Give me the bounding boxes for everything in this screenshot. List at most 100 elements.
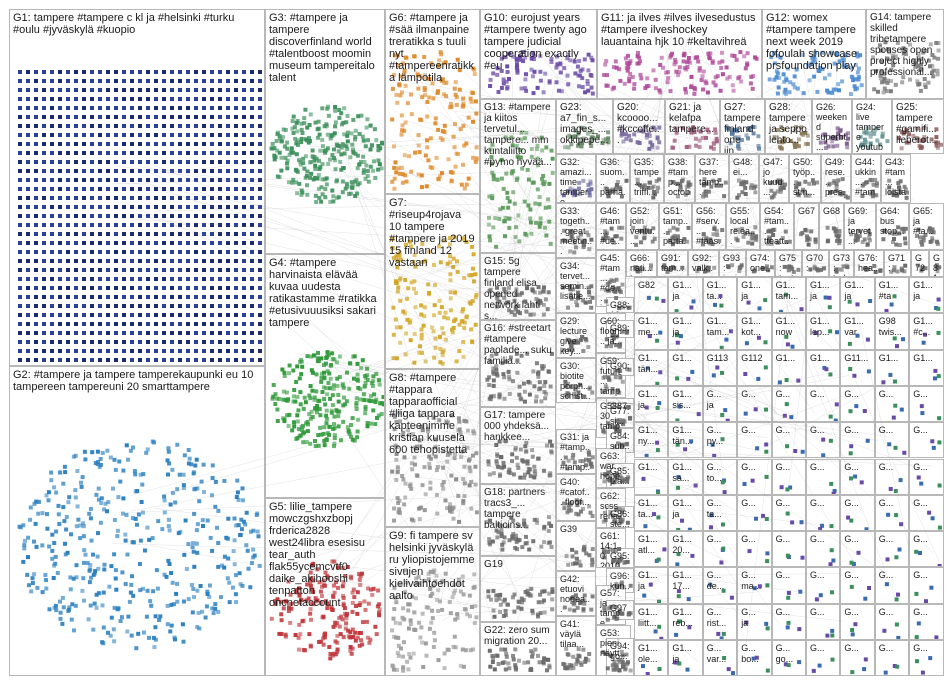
grid-group-nodes <box>677 589 692 602</box>
grid-group-label: G... <box>844 643 859 653</box>
grid-group: G... rist... <box>702 603 738 640</box>
grid-group-text: ta... <box>706 508 722 519</box>
group-label: G14: tampere skilled tribetampere spouse… <box>870 12 936 78</box>
group-nodes <box>561 498 595 518</box>
grid-group: G... <box>874 531 910 568</box>
grid-group: G... <box>806 422 841 459</box>
grid-group-label: G... <box>810 388 825 399</box>
grid-group-nodes <box>891 403 904 420</box>
group-label: G4: #tampere harvinaista elävää kuvaa uu… <box>269 257 380 329</box>
grid-group-label: G... <box>775 570 791 581</box>
grid-group-nodes <box>846 515 869 531</box>
grid-group-nodes <box>716 631 726 639</box>
group-label: G26: weekend superbt... new... <box>816 102 848 153</box>
grid-group-nodes <box>821 437 833 458</box>
group-label: G51: tamp... parta... <box>663 206 689 249</box>
grid-group-label: G1... <box>844 316 864 327</box>
group-label: G9: fi tampere sv helsinki jyväskylä ru … <box>389 530 478 602</box>
group-g88: G88: 10... <box>606 297 634 313</box>
grid-group-nodes <box>742 474 769 486</box>
group-nodes <box>825 225 842 246</box>
grid-group: G... <box>771 494 806 532</box>
grid-group-nodes <box>885 547 902 562</box>
grid-group: G1... liitt... <box>634 603 669 640</box>
grid-group-label: G1... <box>672 388 692 399</box>
group-nodes <box>858 126 890 150</box>
grid-group: G... ta... <box>702 494 738 532</box>
grid-group-label: G1... <box>672 280 692 290</box>
group-nodes <box>487 284 551 317</box>
group-nodes <box>826 177 850 200</box>
grid-group: G1... me... <box>634 313 669 350</box>
grid-group: G... <box>806 385 841 423</box>
group-nodes <box>487 647 552 673</box>
group-g32: G32: amazi... time tampere... <box>556 154 596 203</box>
grid-group: G11... <box>840 349 875 386</box>
group-g30: G30: biotite porph... schist... <box>556 358 596 403</box>
group-nodes <box>564 544 595 568</box>
grid-group: G1... ja <box>634 385 669 423</box>
grid-group: G... go... <box>771 640 806 677</box>
group-nodes <box>390 235 479 366</box>
group-nodes <box>486 130 555 249</box>
group-label: G76: hea... <box>858 253 879 276</box>
grid-group: G... py... <box>702 422 738 459</box>
grid-group-nodes <box>848 403 868 414</box>
group-label: G59: futuri... tamp... <box>600 356 621 397</box>
grid-group-label: G... <box>706 461 722 472</box>
grid-group: G... <box>737 494 772 532</box>
grid-group-nodes <box>782 401 793 419</box>
grid-group-text: lep... <box>810 327 830 338</box>
grid-group-label: G1... <box>672 461 692 472</box>
group-g4: G4: #tampere harvinaista elävää kuvaa uu… <box>265 254 385 498</box>
group-label: G69: ja tervet... <box>848 206 871 246</box>
group-g65: G65: ja #ta... <box>909 203 944 250</box>
grid-group: G1... tam... <box>771 277 806 314</box>
grid-group-nodes <box>914 621 939 639</box>
group-label: G65: ja #ta... <box>913 206 936 236</box>
grid-group-label: G... <box>741 425 756 436</box>
group-label: G44: ukkin... #tam... <box>855 157 878 203</box>
grid-group: G1... ja <box>668 313 703 350</box>
grid-group-text: ja <box>638 581 646 592</box>
group-g24: G24: live tampere youtube nightwis... <box>852 99 892 154</box>
group-nodes <box>889 263 908 274</box>
group-nodes <box>563 379 595 399</box>
group-g90: G90: ma... <box>606 358 634 376</box>
group-label: G39 <box>560 524 578 534</box>
grid-group-nodes <box>850 585 872 602</box>
group-g56: G56: #serv... #faas... <box>692 203 726 250</box>
group-nodes <box>934 263 942 274</box>
group-nodes <box>602 470 625 484</box>
grid-group: G1... ja <box>634 567 669 604</box>
grid-group-nodes <box>675 333 684 345</box>
group-label: G53: pieni näytt... <box>600 628 628 658</box>
grid-group-nodes <box>814 590 834 602</box>
group-nodes <box>735 178 758 200</box>
grid-group: G... <box>806 531 841 568</box>
group-label: G94: go... <box>610 641 633 661</box>
group-g9: G9: fi tampere sv helsinki jyväskylä ru … <box>385 527 480 676</box>
group-g71: G71: ga... <box>884 250 911 277</box>
grid-group-label: G1... <box>638 425 658 436</box>
group-label: G86: ste... <box>610 509 633 528</box>
group-nodes <box>619 125 662 151</box>
grid-group-label: G11... <box>844 352 869 363</box>
grid-group: G1... atl... <box>634 531 669 568</box>
grid-group-label: G... <box>775 534 791 545</box>
group-nodes <box>602 604 625 622</box>
grid-group: G... <box>840 531 875 568</box>
grid-group-label: G1... <box>913 352 933 363</box>
grid-group-label: G1... <box>844 280 864 290</box>
grid-group-text: ja <box>672 654 680 664</box>
group-nodes <box>670 177 693 199</box>
group-label: G21: ja kelafpa tampere... <box>669 102 715 135</box>
group-label: G74: one... <box>750 253 771 276</box>
grid-group: G... <box>771 422 806 459</box>
group-label: G58: 30 tamp... <box>600 401 623 438</box>
grid-group-nodes <box>934 297 941 311</box>
grid-group-label: G... <box>913 497 928 508</box>
grid-group-label: G... <box>878 534 894 545</box>
group-label: G97 <box>610 603 628 613</box>
group-g6: G6: #tampere ja #sää ilmanpaine treratik… <box>385 9 480 194</box>
